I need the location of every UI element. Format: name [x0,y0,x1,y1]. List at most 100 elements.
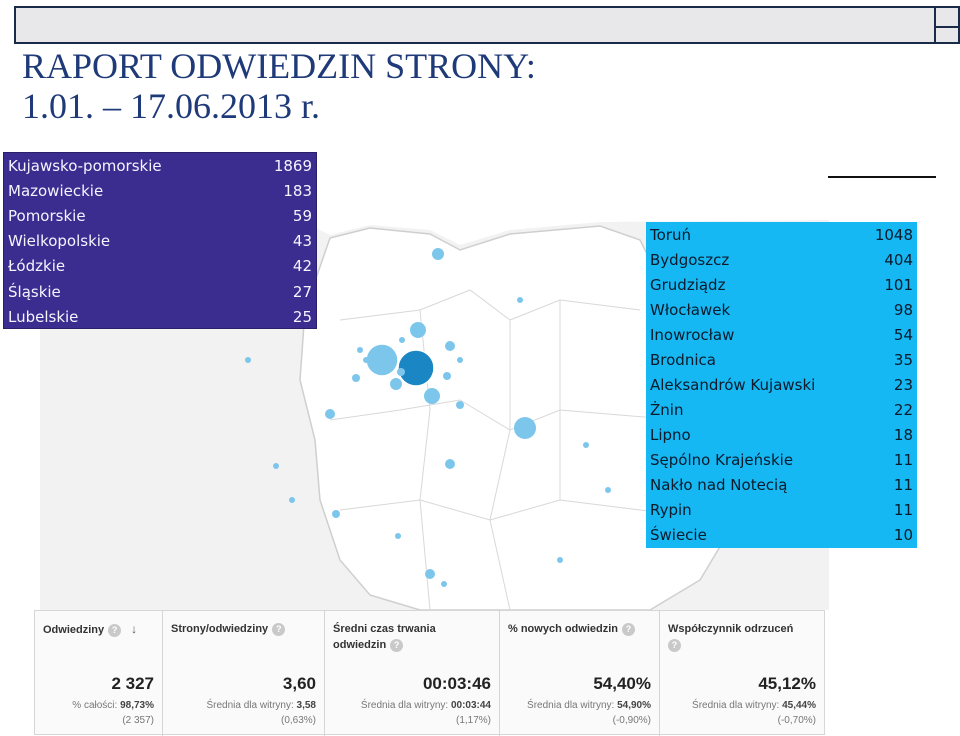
header-corner-box [934,6,960,44]
bubble-small-3[interactable] [332,510,340,518]
help-icon[interactable]: ? [390,638,404,652]
stats-summary: Odwiedziny? ↓ 2 327 % całości: 98,73% (2 … [34,610,825,736]
stat-bounce-header: Współczynnik odrzuceń ? [668,621,793,653]
bubble-small-11[interactable] [557,557,563,563]
bubble-small-2[interactable] [605,487,611,493]
city-value: 54 [893,325,913,344]
city-name: Włocławek [650,300,731,319]
list-item: Brodnica 35 [650,347,913,372]
bubble-small-9[interactable] [245,357,251,363]
stat-sub-value: 45,44% [782,700,816,711]
stat-new-avg: Średnia dla witryny: 54,90% [527,700,651,711]
sea-area [300,200,829,245]
region-value: 25 [292,307,312,326]
stat-sub-label: Średnia dla witryny: [527,700,615,711]
region-name: Mazowieckie [8,181,104,200]
bubble-gdansk[interactable] [432,248,444,260]
region-value: 42 [292,257,312,276]
bubble-warszawa[interactable] [514,417,536,439]
stat-new-header: % nowych odwiedzin? [508,621,636,637]
stat-pages-per-visit[interactable]: Strony/odwiedziny? 3,60 Średnia dla witr… [163,611,325,736]
stat-sub-value: 54,90% [617,700,651,711]
city-name: Świecie [650,525,707,544]
bubble-brodnica[interactable] [445,341,455,351]
bubble-poznan[interactable] [325,409,335,419]
bubble-aleksandrow[interactable] [397,368,405,376]
bubble-swiecie[interactable] [399,337,405,343]
city-value: 98 [893,300,913,319]
bubble-sepolno[interactable] [357,347,363,353]
bubble-small-6[interactable] [441,581,447,587]
stat-new-label: % nowych odwiedzin [508,623,619,635]
city-value: 11 [893,450,913,469]
list-item: Inowrocław 54 [650,322,913,347]
list-item: Grudziądz 101 [650,272,913,297]
city-value: 1048 [874,225,913,244]
bubble-small-1[interactable] [583,442,589,448]
bubble-plock[interactable] [456,401,464,409]
poland-map-svg [245,200,829,610]
stat-sub-label: Średnia dla witryny: [206,700,294,711]
stat-bounce-diff: (-0,70%) [777,715,816,726]
list-item: Włocławek 98 [650,297,913,322]
region-value: 59 [292,206,312,225]
city-value: 11 [893,475,913,494]
decorative-line [828,176,936,178]
bubble-small-5[interactable] [425,569,435,579]
stat-bounce-rate[interactable]: Współczynnik odrzuceń ? 45,12% Średnia d… [660,611,824,736]
page-title: RAPORT ODWIEDZIN STRONY: 1.01. – 17.06.2… [22,46,722,126]
list-item: Łódzkie 42 [8,254,312,279]
list-item: Świecie 10 [650,522,913,547]
stat-visits-label: Odwiedziny [43,624,105,636]
stat-avg-duration[interactable]: Średni czas trwania odwiedzin? 00:03:46 … [325,611,500,736]
stat-sub-label: Średnia dla witryny: [692,700,780,711]
bubble-small-8[interactable] [273,463,279,469]
city-value: 22 [893,400,913,419]
sort-arrow-icon[interactable]: ↓ [131,622,138,636]
city-name: Rypin [650,500,692,519]
list-item: Śląskie 27 [8,279,312,304]
list-item: Bydgoszcz 404 [650,247,913,272]
bubble-torun[interactable] [397,349,435,387]
bubble-small-7[interactable] [289,497,295,503]
city-name: Bydgoszcz [650,250,730,269]
stat-sub-label: % całości: [72,700,118,711]
stat-sub-value: 00:03:44 [450,700,491,711]
bubble-small-10[interactable] [517,297,523,303]
list-item: Lubelskie 25 [8,304,312,329]
region-name: Kujawsko-pomorskie [8,156,162,175]
help-icon[interactable]: ? [668,638,681,652]
stat-pages-avg: Średnia dla witryny: 3,58 [206,700,316,711]
stat-bounce-value: 45,12% [758,674,816,693]
bubble-grudziadz[interactable] [410,322,426,338]
city-value: 35 [893,350,913,369]
bubble-lipno[interactable] [443,372,451,380]
bubble-inowroclaw[interactable] [390,378,402,390]
bubble-rypin[interactable] [457,357,463,363]
bubble-bydgoszcz[interactable] [365,343,399,377]
stat-pages-label: Strony/odwiedziny [171,623,269,635]
help-icon[interactable]: ? [622,622,636,636]
stat-bounce-label: Współczynnik odrzuceń [668,623,794,635]
stat-visits[interactable]: Odwiedziny? ↓ 2 327 % całości: 98,73% (2 … [35,611,163,736]
city-name: Aleksandrów Kujawski [650,375,816,394]
bubble-lodz[interactable] [445,459,455,469]
stat-duration-diff: (1,17%) [455,715,491,726]
stat-new-visits[interactable]: % nowych odwiedzin? 54,40% Średnia dla w… [500,611,660,736]
help-icon[interactable]: ? [108,623,122,637]
stat-bounce-avg: Średnia dla witryny: 45,44% [692,700,816,711]
list-item: Aleksandrów Kujawski 23 [650,372,913,397]
stat-duration-value: 00:03:46 [422,674,491,693]
bubble-wloclawek[interactable] [424,388,440,404]
help-icon[interactable]: ? [272,622,286,636]
bubble-naklo[interactable] [363,357,369,363]
region-name: Łódzkie [8,257,66,276]
stat-duration-header: Średni czas trwania odwiedzin? [333,621,436,653]
list-item: Wielkopolskie 43 [8,229,312,254]
city-value: 11 [893,500,913,519]
list-item: Lipno 18 [650,422,913,447]
stat-pages-header: Strony/odwiedziny? [171,621,286,637]
bubble-znin[interactable] [352,374,360,382]
bubble-small-4[interactable] [395,533,401,539]
city-value: 10 [893,525,913,544]
